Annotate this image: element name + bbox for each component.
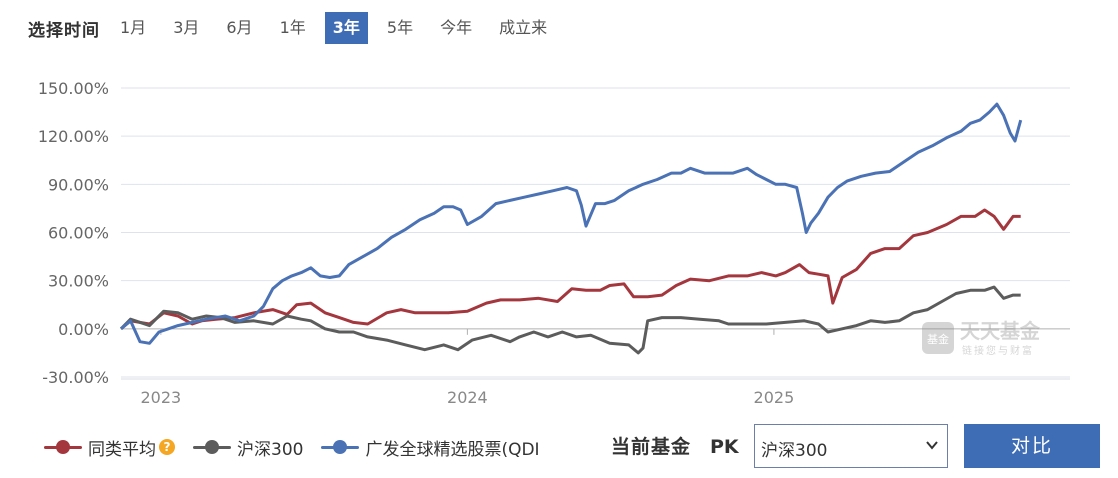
legend-marker bbox=[44, 440, 82, 454]
series-line-0 bbox=[120, 208, 1021, 330]
legend-label: 同类平均 bbox=[88, 439, 156, 460]
chevron-down-icon bbox=[926, 441, 938, 450]
legend-label: 沪深300 bbox=[237, 439, 304, 460]
x-axis-labels: 2023 2024 2025 bbox=[140, 328, 795, 407]
legend: 同类平均 ? 沪深300 广发全球精选股票(QDI bbox=[44, 432, 558, 462]
legend-item-csi300[interactable]: 沪深300 bbox=[193, 435, 303, 460]
x-tick-label: 2023 bbox=[140, 388, 181, 407]
watermark: 基金 天天基金 链接您与财富 bbox=[922, 319, 1041, 357]
y-tick-label: 150.00% bbox=[38, 79, 109, 98]
y-tick-label: 30.00% bbox=[48, 272, 109, 291]
compare-button[interactable]: 对比 bbox=[964, 424, 1100, 468]
tab-1-month[interactable]: 1月 bbox=[120, 18, 147, 37]
benchmark-select-value: 沪深300 bbox=[761, 441, 828, 461]
period-selector-label: 选择时间 bbox=[28, 20, 100, 41]
watermark-logo-icon bbox=[922, 322, 954, 354]
legend-marker bbox=[193, 440, 231, 454]
current-fund-label: 当前基金 bbox=[611, 436, 692, 458]
y-tick-label: -30.00% bbox=[42, 368, 109, 387]
x-tick-label: 2024 bbox=[447, 388, 488, 407]
legend-label: 广发全球精选股票(QDI bbox=[365, 439, 540, 460]
legend-item-fund[interactable]: 广发全球精选股票(QDI bbox=[321, 435, 540, 460]
svg-text:基金: 基金 bbox=[927, 332, 949, 346]
series-line-2 bbox=[120, 102, 1023, 345]
tab-3-months[interactable]: 3月 bbox=[173, 18, 200, 37]
watermark-brand: 天天基金 bbox=[960, 319, 1041, 343]
y-tick-label: 90.00% bbox=[48, 175, 109, 194]
tab-this-year[interactable]: 今年 bbox=[440, 18, 473, 37]
watermark-tagline: 链接您与财富 bbox=[962, 344, 1034, 357]
pk-label: PK bbox=[710, 436, 739, 458]
y-axis-labels: 150.00% 120.00% 90.00% 60.00% 30.00% 0.00% -30… bbox=[38, 79, 109, 387]
legend-marker bbox=[321, 440, 360, 454]
benchmark-select[interactable]: 沪深300 bbox=[754, 424, 948, 468]
y-tick-label: 0.00% bbox=[58, 320, 109, 339]
y-tick-label: 60.00% bbox=[48, 224, 109, 243]
series-line-1 bbox=[119, 285, 1021, 355]
period-selector: 选择时间 1月 3月 6月 1年 3年 5年 今年 成立来 bbox=[28, 12, 566, 44]
x-tick-label: 2025 bbox=[754, 388, 795, 407]
tab-since-inception[interactable]: 成立来 bbox=[499, 18, 548, 37]
tab-3-years[interactable]: 3年 bbox=[324, 12, 368, 44]
y-tick-label: 120.00% bbox=[38, 127, 109, 146]
tab-1-year[interactable]: 1年 bbox=[279, 18, 306, 37]
tab-5-years[interactable]: 5年 bbox=[386, 18, 414, 37]
performance-chart: 150.00% 120.00% 90.00% 60.00% 30.00% 0.00% -30… bbox=[38, 79, 1070, 407]
question-icon[interactable]: ? bbox=[159, 439, 175, 455]
grid bbox=[121, 87, 1070, 380]
series-lines bbox=[119, 102, 1023, 355]
tab-6-months[interactable]: 6月 bbox=[226, 18, 253, 37]
legend-item-peer-average[interactable]: 同类平均 ? bbox=[44, 435, 175, 460]
